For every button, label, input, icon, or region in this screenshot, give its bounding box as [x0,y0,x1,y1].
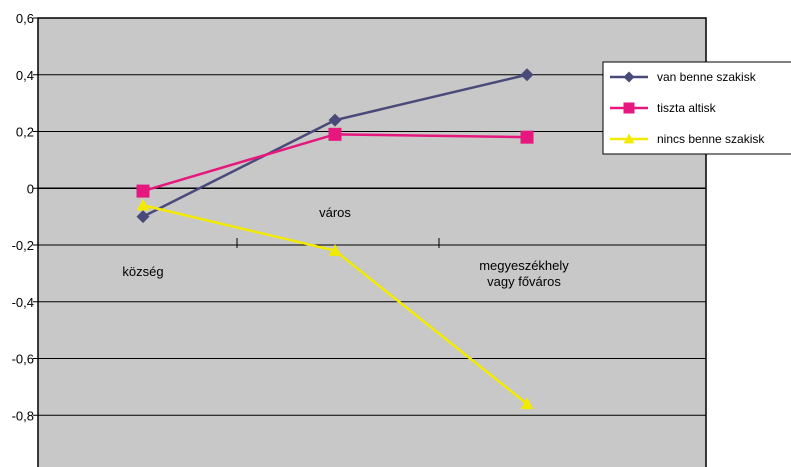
legend-swatch-marker [623,133,635,144]
legend-label: van benne szakisk [657,70,757,84]
y-tick-label: 0,4 [16,68,34,83]
series-3 [136,198,534,410]
data-point [136,210,150,224]
data-point [520,68,534,82]
y-tick-label: -1 [22,465,34,467]
x-tick-label: község [122,264,163,279]
y-tick-label: -0,4 [12,295,34,310]
x-tick-label: megyeszékhely vagy főváros [479,258,569,289]
legend-swatch-marker [623,102,635,114]
data-point [136,184,150,198]
data-point [328,244,342,256]
legend-label: nincs benne szakisk [657,132,765,146]
data-point [520,130,534,144]
legend-swatch-marker [623,71,635,83]
data-point [328,127,342,141]
x-tick-label: város [319,205,351,220]
data-point [136,198,150,211]
y-tick-label: -0,2 [12,238,34,253]
y-tick-label: -0,8 [12,408,34,423]
legend: van benne szakisk tiszta altisk nincs benn… [602,61,791,155]
y-tick-label: 0 [27,181,34,196]
legend-label: tiszta altisk [657,101,717,115]
y-tick-label: -0,6 [12,352,34,367]
data-point [328,113,342,127]
data-point [520,397,534,410]
x-axis: község város megyeszékhely vagy főváros [38,187,706,289]
y-tick-label: 0,2 [16,125,34,140]
y-tick-label: 0,6 [16,11,34,26]
series-1 [136,68,534,224]
series-2 [136,127,534,198]
y-axis: 0,6 0,4 0,2 0 -0,2 -0,4 -0,6 -0,8 -1 [12,11,38,467]
plot-area [37,17,707,467]
series-group [136,68,534,410]
